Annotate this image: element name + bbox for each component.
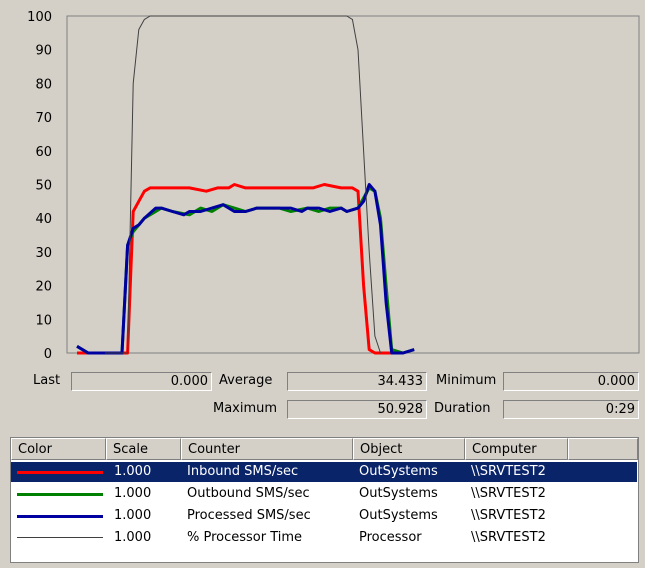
last-label: Last — [33, 373, 61, 388]
computer-name: \\SRVTEST2 — [471, 486, 546, 501]
counter-row[interactable]: 1.000 Inbound SMS/sec OutSystems \\SRVTEST2 — [11, 462, 637, 482]
object-name: OutSystems — [359, 508, 438, 523]
object-name: OutSystems — [359, 464, 438, 479]
object-name: OutSystems — [359, 486, 438, 501]
duration-label: Duration — [434, 401, 491, 416]
counter-name: Outbound SMS/sec — [187, 486, 310, 501]
minimum-label: Minimum — [436, 373, 497, 388]
counter-row[interactable]: 1.000 Outbound SMS/sec OutSystems \\SRVTEST… — [11, 484, 637, 504]
last-value: 0.000 — [71, 372, 212, 391]
y-tick-label: 70 — [35, 111, 52, 126]
maximum-value: 50.928 — [287, 400, 427, 419]
counter-list[interactable]: Color Scale Counter Object Computer 1.00… — [10, 437, 639, 563]
scale-value: 1.000 — [114, 486, 152, 501]
average-label: Average — [219, 373, 273, 388]
computer-name: \\SRVTEST2 — [471, 464, 546, 479]
color-swatch — [17, 493, 103, 496]
y-tick-label: 0 — [44, 347, 52, 362]
color-swatch — [17, 471, 103, 474]
counter-name: Processed SMS/sec — [187, 508, 311, 523]
scale-value: 1.000 — [114, 508, 152, 523]
object-name: Processor — [359, 530, 422, 545]
chart-plot-area — [66, 15, 640, 354]
y-tick-label: 100 — [27, 10, 52, 25]
computer-name: \\SRVTEST2 — [471, 530, 546, 545]
counter-row[interactable]: 1.000 % Processor Time Processor \\SRVTEST2 — [11, 528, 637, 548]
counter-list-header: Color Scale Counter Object Computer — [11, 438, 638, 460]
minimum-value: 0.000 — [503, 372, 639, 391]
column-header-blank — [568, 438, 638, 460]
y-tick-label: 80 — [35, 77, 52, 92]
column-header-counter[interactable]: Counter — [181, 438, 353, 460]
y-tick-label: 60 — [35, 145, 52, 160]
column-header-object[interactable]: Object — [353, 438, 465, 460]
counter-name: Inbound SMS/sec — [187, 464, 299, 479]
series-line-4 — [105, 15, 381, 354]
computer-name: \\SRVTEST2 — [471, 508, 546, 523]
y-tick-label: 90 — [35, 44, 52, 59]
series-line-1 — [77, 183, 392, 355]
color-swatch — [17, 515, 103, 518]
column-header-computer[interactable]: Computer — [465, 438, 568, 460]
y-tick-label: 20 — [35, 280, 52, 295]
color-swatch — [17, 537, 103, 538]
y-tick-label: 10 — [35, 313, 52, 328]
y-tick-label: 50 — [35, 179, 52, 194]
y-tick-label: 30 — [35, 246, 52, 261]
scale-value: 1.000 — [114, 530, 152, 545]
counter-row[interactable]: 1.000 Processed SMS/sec OutSystems \\SRVTES… — [11, 506, 637, 526]
scale-value: 1.000 — [114, 464, 152, 479]
series-lines — [76, 15, 415, 355]
duration-value: 0:29 — [503, 400, 639, 419]
average-value: 34.433 — [287, 372, 427, 391]
counter-name: % Processor Time — [187, 530, 303, 545]
counter-rows: 1.000 Inbound SMS/sec OutSystems \\SRVTEST2… — [11, 462, 638, 548]
maximum-label: Maximum — [213, 401, 278, 416]
column-header-scale[interactable]: Scale — [106, 438, 181, 460]
y-tick-label: 40 — [35, 212, 52, 227]
column-header-color[interactable]: Color — [11, 438, 106, 460]
